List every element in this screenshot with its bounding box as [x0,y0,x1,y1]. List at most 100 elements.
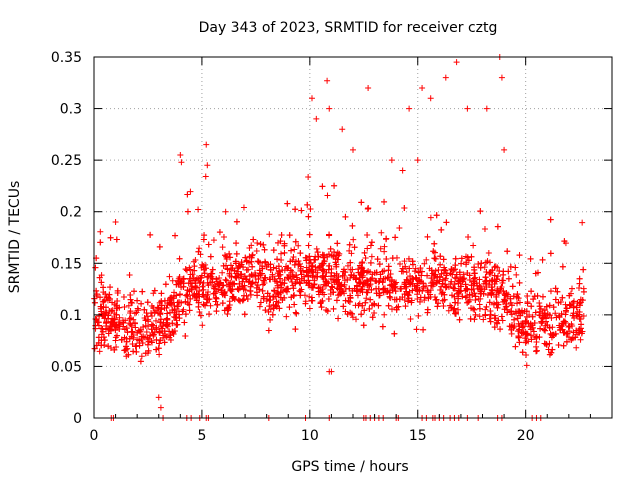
data-point [413,282,420,289]
data-point [576,329,583,336]
data-point [255,258,262,265]
data-point [106,307,113,314]
data-point [389,255,396,262]
data-point [339,288,346,295]
data-point [546,302,553,309]
y-tick-label: 0.15 [51,256,82,272]
data-point [126,335,133,342]
data-point [155,345,162,352]
data-point [326,232,333,239]
data-point [128,322,135,329]
data-point [429,270,436,277]
data-point [478,260,485,267]
data-point [192,283,199,290]
data-point [127,315,134,322]
data-point [527,255,534,262]
data-point [133,348,140,355]
data-point [512,264,519,271]
data-point [544,322,551,329]
data-point [520,329,527,336]
data-point [321,258,328,265]
data-point [337,282,344,289]
data-point [308,95,315,102]
data-point [213,301,220,308]
data-point [240,264,247,271]
data-point [273,303,280,310]
data-point [259,287,266,294]
data-point [482,274,489,281]
data-point [530,296,537,303]
data-point [131,288,138,295]
data-point [195,248,202,255]
data-point [374,256,381,263]
data-point [157,319,164,326]
data-point [150,290,157,297]
data-point [423,256,430,263]
data-point [182,311,189,318]
data-point [562,319,569,326]
data-point [570,329,577,336]
data-point [143,328,150,335]
data-point [204,295,211,302]
data-point [431,271,438,278]
data-point [105,343,112,350]
data-point [355,279,362,286]
data-point [284,200,291,207]
data-point [180,276,187,283]
data-point [305,174,312,181]
data-point [311,281,318,288]
data-point [186,288,193,295]
data-point [529,324,536,331]
data-point [398,268,405,275]
data-point [393,296,400,303]
data-point [275,284,282,291]
data-point [316,291,323,298]
x-tick-label: 5 [197,428,206,444]
data-point [420,326,427,333]
data-point [182,332,189,339]
data-point [364,231,371,238]
data-point [513,293,520,300]
data-point [445,307,452,314]
data-point [176,255,183,262]
data-point [240,286,247,293]
data-point [274,256,281,263]
data-point [424,233,431,240]
data-point [401,258,408,265]
data-point [260,293,267,300]
data-point [219,269,226,276]
data-point [233,250,240,257]
data-point [307,259,314,266]
data-point [539,310,546,317]
data-point [439,276,446,283]
data-point [335,315,342,322]
data-point [295,258,302,265]
data-point [367,276,374,283]
data-point [547,330,554,337]
data-point [306,253,313,260]
data-point [323,307,330,314]
data-point [543,315,550,322]
data-point [491,264,498,271]
data-point [304,201,311,208]
data-point [296,260,303,267]
data-point [489,287,496,294]
data-point [218,287,225,294]
data-point [216,229,223,236]
data-point [385,274,392,281]
data-point [455,291,462,298]
data-point [104,325,111,332]
data-point [533,348,540,355]
data-point [548,349,555,356]
data-point [516,308,523,315]
data-point [155,305,162,312]
data-point [342,213,349,220]
data-point [333,270,340,277]
data-point [448,278,455,285]
data-point [524,292,531,299]
data-point [223,253,230,260]
data-point [316,264,323,271]
data-point [357,280,364,287]
data-point [376,290,383,297]
data-point [241,311,248,318]
